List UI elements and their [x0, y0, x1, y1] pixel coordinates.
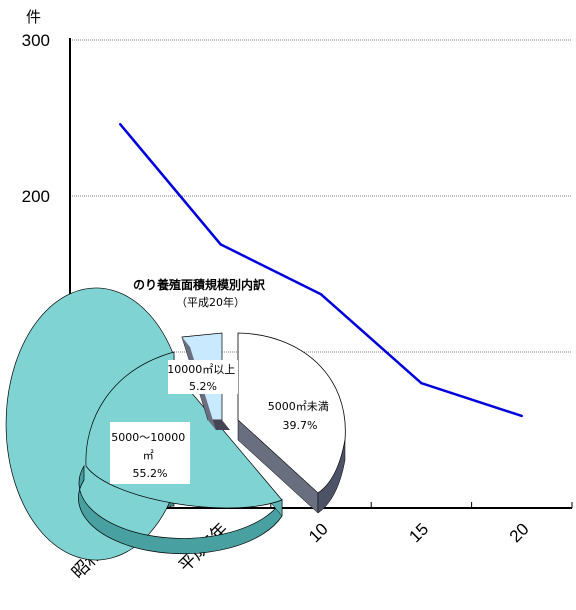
x-tick-label: 15 — [405, 519, 432, 546]
data-point — [420, 382, 423, 385]
pie-slice-under-5000 — [237, 332, 346, 514]
pie-subtitle: （平成20年） — [176, 295, 245, 309]
data-point — [219, 243, 222, 246]
data-point — [319, 293, 323, 296]
x-tick-label: 20 — [506, 519, 533, 546]
y-tick-label: 200 — [22, 187, 50, 206]
slice-label-box-5000-10000 — [110, 422, 190, 484]
pie-title: のり養殖面積規模別内訳 — [133, 277, 266, 292]
slice-label-10000-plus: 10000㎡以上 5.2% — [167, 363, 239, 393]
slice-label-under-5000: 5000㎡未満 39.7% — [268, 400, 333, 432]
y-tick-label: 300 — [22, 31, 50, 50]
x-tick-label: 10 — [305, 519, 332, 546]
pie-chart: のり養殖面積規模別内訳 （平成20年） 10000㎡以上 5.2% 5000㎡未… — [5, 277, 346, 561]
slice-label-box-10000-plus — [168, 360, 238, 394]
data-point — [119, 123, 122, 126]
y-unit-label: 件 — [26, 9, 41, 26]
gridlines — [70, 39, 572, 353]
data-point — [520, 414, 523, 418]
slice-label-5000-10000: 5000～10000 ㎡ 55.2% — [111, 431, 189, 480]
